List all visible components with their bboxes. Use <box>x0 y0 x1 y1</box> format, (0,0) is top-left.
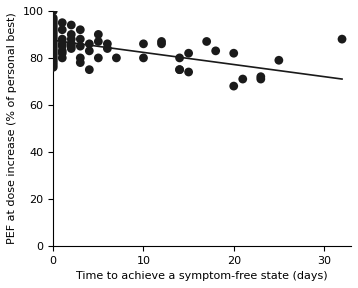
Point <box>186 51 192 56</box>
Point <box>50 16 56 20</box>
Point <box>96 56 101 60</box>
Point <box>276 58 282 62</box>
Point <box>177 56 183 60</box>
Point <box>231 84 237 88</box>
Point <box>50 51 56 56</box>
Point <box>50 32 56 37</box>
Point <box>50 60 56 65</box>
Point <box>77 56 83 60</box>
Point <box>177 67 183 72</box>
Point <box>77 37 83 41</box>
Point <box>105 41 110 46</box>
Point <box>68 44 74 48</box>
Point <box>68 23 74 27</box>
Point <box>87 49 92 53</box>
Point <box>50 25 56 30</box>
Point <box>50 23 56 27</box>
Point <box>50 37 56 41</box>
X-axis label: Time to achieve a symptom-free state (days): Time to achieve a symptom-free state (da… <box>76 271 328 281</box>
Point <box>50 30 56 34</box>
Point <box>159 39 164 44</box>
Point <box>177 67 183 72</box>
Point <box>87 41 92 46</box>
Point <box>96 32 101 37</box>
Point <box>231 51 237 56</box>
Point <box>77 44 83 48</box>
Point <box>68 32 74 37</box>
Point <box>50 35 56 39</box>
Point <box>50 63 56 67</box>
Point <box>50 20 56 25</box>
Point <box>68 37 74 41</box>
Point <box>50 18 56 23</box>
Point <box>96 39 101 44</box>
Point <box>159 41 164 46</box>
Point <box>59 44 65 48</box>
Point <box>339 37 345 41</box>
Point <box>240 77 246 81</box>
Point <box>50 41 56 46</box>
Point <box>105 46 110 51</box>
Point <box>87 67 92 72</box>
Point <box>68 46 74 51</box>
Point <box>59 49 65 53</box>
Point <box>50 56 56 60</box>
Point <box>77 60 83 65</box>
Y-axis label: PEF at dose increase (% of personal best): PEF at dose increase (% of personal best… <box>7 12 17 244</box>
Point <box>213 49 218 53</box>
Point <box>59 20 65 25</box>
Point <box>59 56 65 60</box>
Point <box>141 56 146 60</box>
Point <box>258 77 264 81</box>
Point <box>204 39 209 44</box>
Point <box>50 65 56 70</box>
Point <box>50 27 56 32</box>
Point <box>68 41 74 46</box>
Point <box>59 51 65 56</box>
Point <box>50 49 56 53</box>
Point <box>50 53 56 58</box>
Point <box>113 56 119 60</box>
Point <box>77 27 83 32</box>
Point <box>141 41 146 46</box>
Point <box>59 41 65 46</box>
Point <box>50 58 56 62</box>
Point <box>186 70 192 74</box>
Point <box>50 46 56 51</box>
Point <box>50 9 56 13</box>
Point <box>59 27 65 32</box>
Point <box>50 44 56 48</box>
Point <box>258 74 264 79</box>
Point <box>50 39 56 44</box>
Point <box>59 37 65 41</box>
